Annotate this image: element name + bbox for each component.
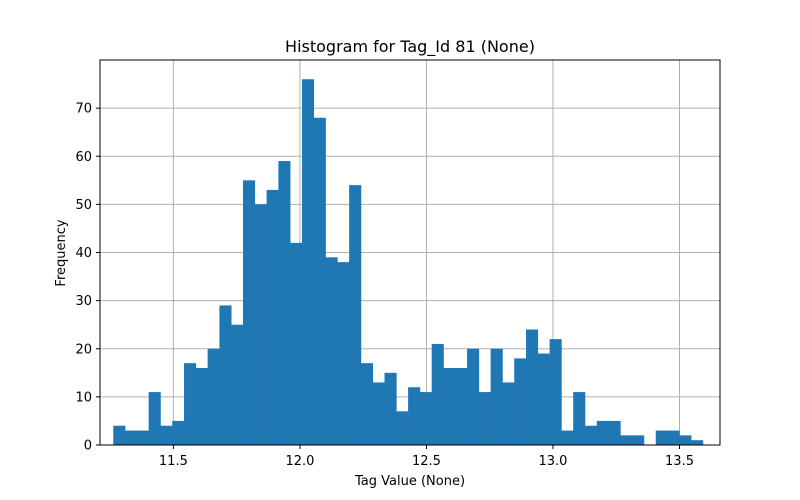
y-tick-label: 70 <box>75 102 92 117</box>
histogram-bar <box>490 348 503 445</box>
bars <box>113 79 704 445</box>
histogram-bar <box>231 324 244 445</box>
x-tick-label: 12.0 <box>285 454 314 469</box>
ticks: 11.5 12.0 12.5 13.0 13.5 0 10 20 30 40 50 60 70 <box>75 102 694 469</box>
y-axis-label: Frequency <box>54 219 69 286</box>
histogram-bar <box>691 440 704 445</box>
histogram-bar <box>148 392 161 445</box>
histogram-bar <box>632 435 645 445</box>
y-tick-label: 60 <box>75 150 92 165</box>
histogram-bar <box>561 430 574 445</box>
histogram-bar <box>514 358 527 445</box>
x-axis-label: Tag Value (None) <box>354 474 465 489</box>
y-tick-label: 50 <box>75 198 92 213</box>
x-tick-label: 12.5 <box>412 454 441 469</box>
histogram-bar <box>313 117 326 445</box>
y-tick-label: 30 <box>75 294 92 309</box>
histogram-bar <box>136 430 149 445</box>
histogram-bar <box>467 348 480 445</box>
histogram-bar <box>113 425 126 445</box>
histogram-bar <box>384 372 397 445</box>
histogram-bar <box>184 363 197 445</box>
histogram-bar <box>526 329 539 445</box>
histogram-bar <box>172 420 185 445</box>
histogram-bar <box>160 425 173 445</box>
histogram-bar <box>608 420 621 445</box>
histogram-bar <box>573 392 586 445</box>
histogram-bar <box>290 242 303 445</box>
histogram-bar <box>372 382 385 445</box>
x-tick-label: 13.5 <box>665 454 694 469</box>
y-tick-label: 0 <box>84 439 92 454</box>
histogram-bar <box>219 305 232 445</box>
histogram-bar <box>349 185 362 445</box>
chart-title: Histogram for Tag_Id 81 (None) <box>285 37 535 57</box>
histogram-bar <box>537 353 550 445</box>
histogram-bar <box>266 189 279 445</box>
histogram-bar <box>431 343 444 445</box>
histogram-bar <box>278 161 291 445</box>
histogram-bar <box>125 430 138 445</box>
histogram-bar <box>337 262 350 445</box>
histogram-bar <box>360 363 374 445</box>
y-tick-label: 10 <box>75 390 92 405</box>
histogram-bar <box>478 392 491 445</box>
histogram-bar <box>655 430 668 445</box>
x-tick-label: 13.0 <box>539 454 568 469</box>
histogram-bar <box>596 420 609 445</box>
histogram-bar <box>419 392 432 445</box>
histogram-bar <box>207 348 220 445</box>
histogram-bar <box>408 387 421 445</box>
histogram-bar <box>243 180 256 445</box>
histogram-bar <box>195 368 208 445</box>
y-tick-label: 20 <box>75 342 92 357</box>
histogram-bar <box>301 79 315 445</box>
histogram-bar <box>396 411 409 445</box>
histogram-bar <box>443 368 456 445</box>
histogram-bar <box>325 257 338 445</box>
histogram-bar <box>549 339 562 445</box>
histogram-bar <box>502 382 515 445</box>
histogram-bar <box>667 430 680 445</box>
histogram-bar <box>620 435 633 445</box>
histogram-bar <box>254 204 267 445</box>
x-tick-label: 11.5 <box>159 454 188 469</box>
histogram-bar <box>679 435 692 445</box>
y-tick-label: 40 <box>75 246 92 261</box>
histogram-bar <box>584 425 598 445</box>
histogram-bar <box>455 368 468 445</box>
